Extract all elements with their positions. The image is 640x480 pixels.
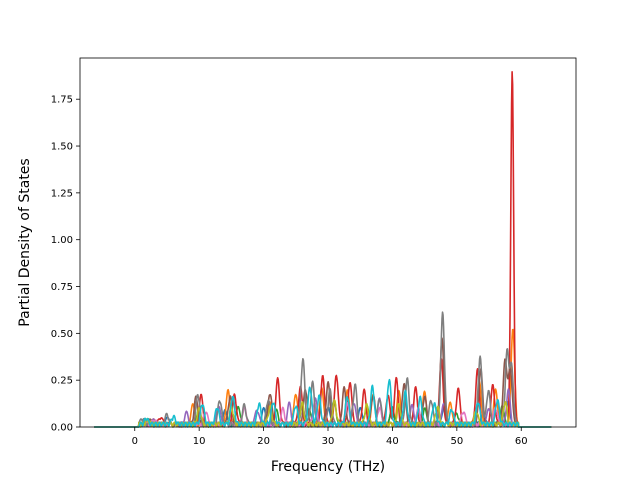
x-tick-label: 20 <box>257 436 270 447</box>
series-line <box>93 71 552 428</box>
y-axis-label: Partial Density of States <box>17 158 33 326</box>
y-tick-label: 0.50 <box>51 329 73 340</box>
x-tick-label: 0 <box>132 436 138 447</box>
x-axis: 0 10 20 30 40 50 60 <box>132 427 528 447</box>
x-tick-label: 40 <box>386 436 399 447</box>
x-axis-label: Frequency (THz) <box>271 459 385 475</box>
series-line <box>93 378 552 428</box>
y-tick-label: 1.00 <box>51 235 73 246</box>
y-tick-label: 1.50 <box>51 142 73 153</box>
x-tick-label: 60 <box>515 436 528 447</box>
x-tick-label: 50 <box>450 436 463 447</box>
series-line <box>93 311 552 428</box>
x-tick-label: 10 <box>193 436 206 447</box>
series-layer <box>93 71 552 428</box>
y-tick-label: 0.25 <box>51 376 73 387</box>
y-tick-label: 0.75 <box>51 282 73 293</box>
y-tick-label: 0.00 <box>51 423 73 434</box>
x-tick-label: 30 <box>322 436 335 447</box>
y-tick-label: 1.75 <box>51 95 73 106</box>
y-tick-label: 1.25 <box>51 188 73 199</box>
y-axis: 0.00 0.25 0.50 0.75 1.00 1.25 1.50 1.75 <box>51 95 80 434</box>
plot-frame <box>79 57 577 428</box>
